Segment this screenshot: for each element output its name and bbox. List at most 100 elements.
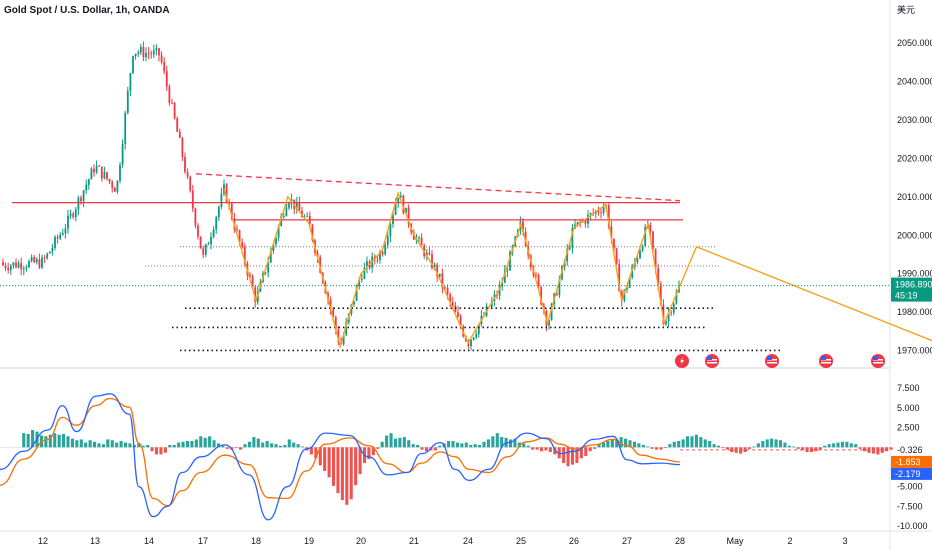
histogram-bar: [389, 433, 393, 448]
histogram-bar: [863, 447, 867, 452]
candle: [124, 110, 127, 150]
histogram-bar: [637, 443, 641, 448]
macd-tick-label: 2.500: [897, 423, 920, 433]
histogram-bar: [690, 436, 694, 448]
candle: [457, 306, 459, 318]
candle: [389, 222, 392, 243]
candle: [2, 258, 4, 267]
candle: [449, 292, 452, 307]
histogram-bar: [641, 444, 645, 448]
histogram-bar: [703, 439, 707, 448]
histogram-bar: [181, 441, 185, 448]
time-tick-label: 2: [787, 536, 792, 546]
candle: [675, 289, 678, 305]
candle: [142, 41, 145, 62]
last-price-box: [891, 277, 932, 302]
candle: [113, 186, 116, 192]
us-flag-icon[interactable]: [765, 354, 779, 368]
histogram-bar: [128, 443, 132, 448]
candle: [477, 323, 480, 338]
price-tick-label: 2030.000: [897, 115, 932, 125]
histogram-bar: [517, 442, 521, 448]
histogram-bar: [53, 433, 57, 448]
histogram-bar: [97, 443, 101, 448]
histogram-bar: [79, 439, 83, 448]
histogram-bar: [163, 447, 167, 453]
candle: [106, 171, 108, 181]
lightning-icon[interactable]: [675, 354, 689, 368]
candle: [35, 257, 38, 265]
histogram-bar: [854, 444, 858, 448]
histogram-bar: [216, 443, 221, 448]
histogram-bar: [832, 443, 836, 448]
histogram-bar: [752, 446, 756, 448]
candle: [360, 273, 363, 283]
time-tick-label: 12: [38, 536, 48, 546]
histogram-bar: [597, 444, 601, 448]
histogram-bar: [57, 434, 61, 448]
candle: [667, 307, 670, 327]
histogram-bar: [464, 442, 468, 448]
histogram-bar: [761, 441, 765, 448]
candle: [181, 136, 184, 162]
histogram-bar: [473, 444, 477, 448]
histogram-bar: [172, 444, 176, 448]
histogram-bar: [199, 436, 203, 448]
candle: [470, 339, 472, 351]
histogram-bar: [296, 444, 300, 448]
candle: [77, 195, 80, 216]
histogram-bar: [88, 440, 92, 448]
histogram-bar: [411, 444, 415, 448]
candle: [615, 247, 618, 265]
candle: [93, 164, 95, 177]
candle: [59, 232, 62, 241]
candle: [535, 271, 537, 279]
histogram-bar: [522, 443, 526, 448]
histogram-bar: [265, 441, 269, 448]
candle: [592, 208, 595, 217]
histogram-bar: [593, 447, 597, 449]
time-tick-label: 21: [409, 536, 419, 546]
time-tick-label: 24: [463, 536, 473, 546]
candle: [126, 86, 129, 115]
candle: [85, 179, 88, 195]
us-flag-icon[interactable]: [871, 354, 885, 368]
histogram-bar: [814, 447, 818, 452]
histogram-bar: [367, 447, 371, 460]
us-flag-icon[interactable]: [705, 354, 719, 368]
histogram-bar: [725, 447, 729, 450]
candle: [108, 178, 111, 185]
candle: [189, 175, 192, 193]
candle: [207, 241, 210, 245]
histogram-bar: [482, 441, 486, 448]
macd-value: -2.179: [895, 469, 921, 479]
histogram-bar: [345, 447, 349, 505]
histogram-bar: [447, 441, 451, 448]
candle: [285, 203, 288, 217]
time-tick-label: 26: [569, 536, 579, 546]
histogram-bar: [225, 447, 229, 449]
histogram-bar: [827, 444, 831, 448]
projection-path: [679, 245, 932, 342]
candle: [67, 210, 69, 234]
histogram-bar: [774, 439, 778, 448]
histogram-bar: [75, 440, 79, 448]
macd-signal-line: [0, 397, 681, 507]
candle: [152, 44, 155, 58]
histogram-bar: [765, 439, 769, 448]
histogram-bar: [885, 447, 889, 452]
candle: [386, 230, 389, 249]
histogram-bar: [221, 445, 225, 448]
candle: [158, 47, 160, 62]
histogram-bar: [154, 447, 159, 455]
signal-value-box: [891, 455, 932, 468]
histogram-bar: [314, 447, 318, 459]
candle: [194, 207, 197, 229]
histogram-bar: [588, 447, 592, 452]
candle: [566, 244, 569, 266]
candle: [173, 101, 176, 120]
candle: [145, 47, 147, 62]
histogram-bar: [770, 438, 774, 448]
histogram-bar: [876, 447, 880, 455]
us-flag-icon[interactable]: [819, 354, 833, 368]
